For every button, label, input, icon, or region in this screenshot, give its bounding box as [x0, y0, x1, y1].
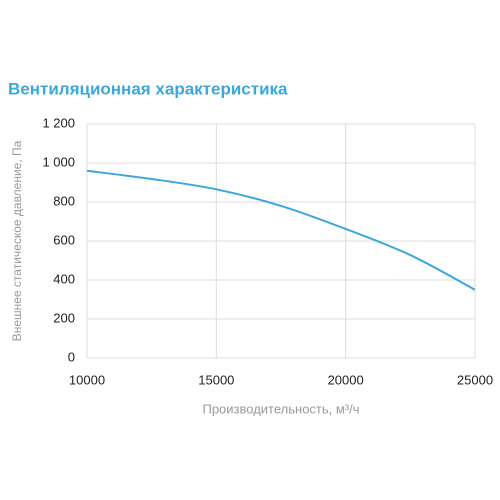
y-tick-label: 400: [53, 271, 75, 286]
x-axis-label: Производительность, м³/ч: [202, 401, 359, 416]
chart-title: Вентиляционная характеристика: [8, 79, 288, 98]
y-tick-label: 1 000: [42, 154, 75, 169]
line-series: [86, 169, 476, 291]
y-tick-label: 0: [68, 349, 75, 364]
x-tick-label: 25000: [457, 372, 493, 387]
x-tick-label: 20000: [328, 372, 364, 387]
y-tick-label: 200: [53, 310, 75, 325]
y-axis-label: Внешнее статическое давление, Па: [10, 140, 24, 341]
y-tick-label: 600: [53, 232, 75, 247]
y-tick-label: 1 200: [42, 115, 75, 130]
x-tick-label: 10000: [69, 372, 105, 387]
x-tick-label: 15000: [198, 372, 234, 387]
y-tick-label: 800: [53, 193, 75, 208]
